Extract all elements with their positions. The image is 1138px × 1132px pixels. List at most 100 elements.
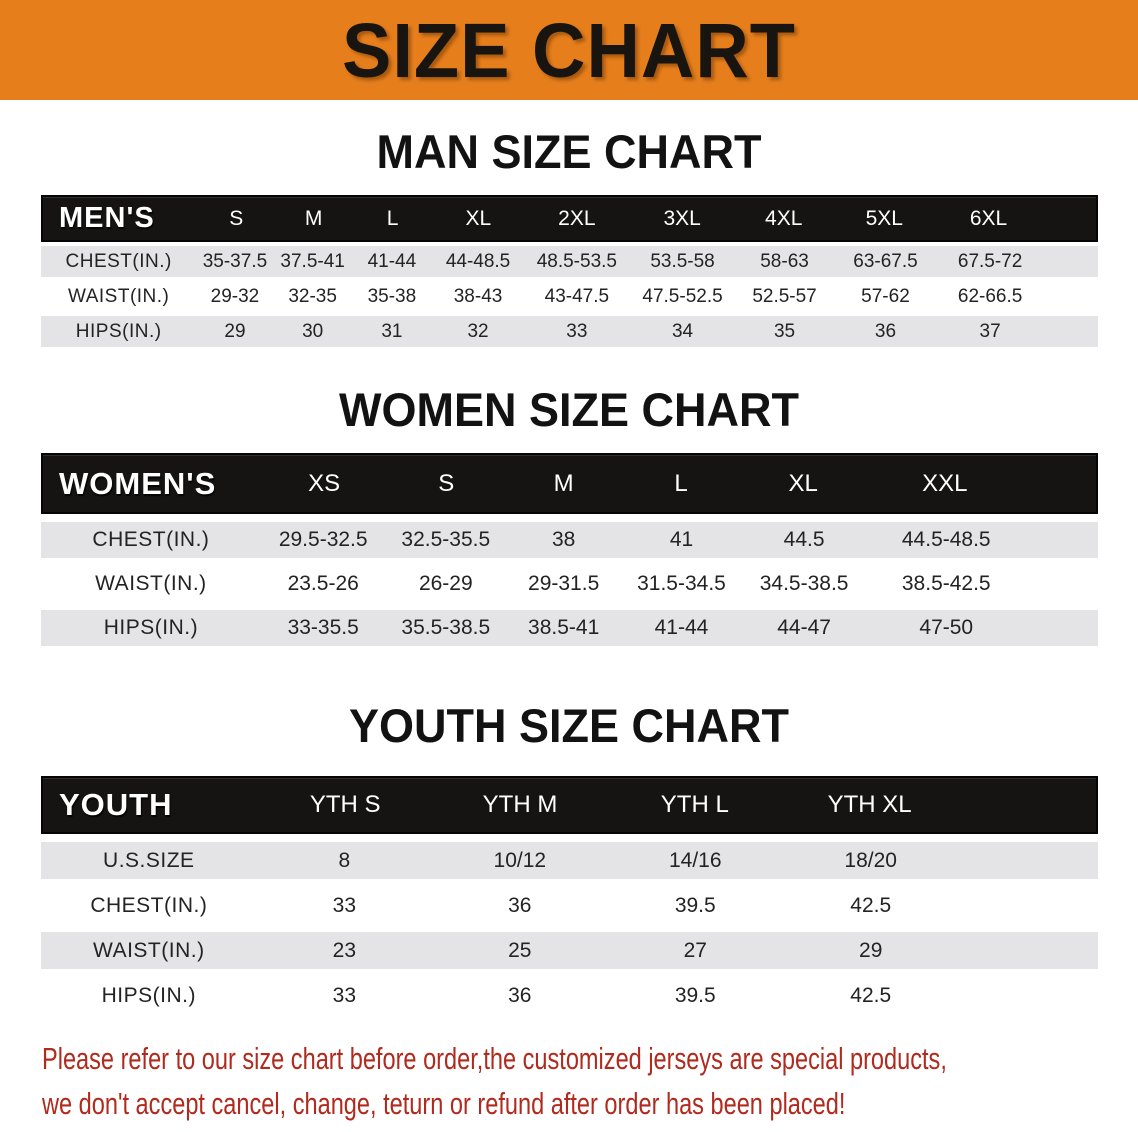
banner: SIZE CHART [0, 0, 1138, 100]
size-value-cell: 38 [551, 528, 576, 551]
size-value-cell: 38-43 [453, 285, 503, 307]
size-value-cell: 34.5-38.5 [759, 572, 849, 595]
size-column-header: M [553, 469, 574, 497]
size-value-cell: 32-35 [288, 285, 337, 307]
men-table-title: MEN'S [59, 202, 155, 234]
size-value-cell: 29 [859, 938, 883, 962]
women-size-table: WOMEN'S XS S M L XL XXL CHEST(IN.) 29.5-… [41, 453, 1098, 646]
size-value-cell: 57-62 [861, 285, 910, 307]
size-value-cell: 35-37.5 [202, 250, 268, 272]
size-value-cell: 29-32 [210, 285, 260, 307]
table-row: CHEST(IN.) 33 36 39.5 42.5 [41, 887, 1098, 924]
size-value-cell: 44.5 [783, 528, 825, 551]
size-column-header: 2XL [558, 206, 596, 230]
size-value-cell: 37.5-41 [280, 250, 345, 272]
table-row: HIPS(IN.) 33 36 39.5 42.5 [41, 977, 1098, 1014]
measurement-row-label: CHEST(IN.) [92, 528, 210, 551]
size-value-cell: 44-48.5 [445, 250, 511, 272]
size-value-cell: 32.5-35.5 [401, 528, 491, 551]
women-section-heading: WOMEN SIZE CHART [339, 382, 799, 437]
banner-title: SIZE CHART [342, 6, 796, 94]
size-value-cell: 26-29 [418, 572, 473, 595]
table-row: WAIST(IN.) 23.5-26 26-29 29-31.5 31.5-34… [41, 566, 1098, 602]
women-table-header-row: WOMEN'S XS S M L XL XXL [41, 453, 1098, 514]
women-table-title: WOMEN'S [59, 465, 217, 501]
size-value-cell: 63-67.5 [853, 250, 918, 272]
measurement-row-label: HIPS(IN.) [75, 320, 162, 342]
measurement-row-label: HIPS(IN.) [101, 983, 196, 1007]
youth-size-table: YOUTH YTH S YTH M YTH L YTH XL U.S.SIZE … [41, 776, 1098, 1014]
size-value-cell: 36 [508, 983, 532, 1007]
measurement-row-label: HIPS(IN.) [103, 616, 199, 639]
men-section-heading: MAN SIZE CHART [376, 124, 762, 179]
size-column-header: YTH S [309, 791, 381, 818]
size-value-cell: 67.5-72 [957, 250, 1023, 272]
size-value-cell: 62-66.5 [957, 285, 1023, 307]
size-value-cell: 47.5-52.5 [642, 285, 723, 307]
size-value-cell: 42.5 [850, 893, 892, 917]
size-column-header: S [229, 206, 244, 230]
table-row: HIPS(IN.) 29 30 31 32 33 34 35 36 37 [41, 316, 1098, 347]
size-value-cell: 14/16 [668, 848, 722, 872]
size-column-header: L [386, 206, 399, 230]
size-value-cell: 31.5-34.5 [637, 572, 726, 595]
size-value-cell: 33 [566, 320, 588, 342]
youth-table-header-row: YOUTH YTH S YTH M YTH L YTH XL [41, 776, 1098, 834]
size-value-cell: 23.5-26 [287, 572, 359, 595]
size-value-cell: 25 [508, 938, 532, 962]
size-column-header: L [674, 469, 688, 497]
size-value-cell: 36 [874, 320, 897, 342]
size-value-cell: 38.5-41 [528, 616, 600, 639]
size-value-cell: 29 [224, 320, 246, 342]
size-value-cell: 43-47.5 [544, 285, 610, 307]
size-column-header: 6XL [969, 206, 1008, 230]
size-value-cell: 44-47 [777, 616, 831, 639]
youth-section-heading: YOUTH SIZE CHART [348, 698, 789, 753]
measurement-row-label: CHEST(IN.) [90, 893, 208, 917]
size-value-cell: 33 [332, 893, 357, 917]
size-value-cell: 41-44 [367, 250, 417, 272]
men-size-table: MEN'S S M L XL 2XL 3XL 4XL 5XL 6XL CHEST… [41, 195, 1098, 347]
measurement-row-label: WAIST(IN.) [93, 938, 205, 962]
size-value-cell: 36 [508, 893, 532, 917]
size-value-cell: 30 [302, 320, 324, 342]
size-value-cell: 23 [332, 938, 357, 962]
size-column-header: 3XL [663, 206, 701, 230]
size-value-cell: 53.5-58 [650, 250, 715, 272]
men-table-header-row: MEN'S S M L XL 2XL 3XL 4XL 5XL 6XL [41, 195, 1098, 242]
size-value-cell: 41 [669, 528, 694, 551]
table-row: WAIST(IN.) 29-32 32-35 35-38 38-43 43-47… [41, 281, 1098, 312]
measurement-row-label: U.S.SIZE [103, 848, 195, 872]
size-value-cell: 38.5-42.5 [901, 572, 991, 595]
size-column-header: YTH L [660, 791, 729, 818]
size-value-cell: 10/12 [493, 848, 547, 872]
size-value-cell: 18/20 [844, 848, 897, 872]
size-value-cell: 42.5 [850, 983, 892, 1007]
size-value-cell: 27 [683, 938, 707, 962]
size-column-header: M [304, 206, 323, 230]
size-column-header: 4XL [765, 206, 803, 230]
disclaimer-note: Please refer to our size chart before or… [0, 1036, 1138, 1126]
size-column-header: XXL [922, 469, 968, 497]
size-value-cell: 44.5-48.5 [901, 528, 991, 551]
size-value-cell: 47-50 [919, 616, 974, 639]
size-value-cell: 39.5 [674, 893, 716, 917]
size-value-cell: 32 [467, 320, 489, 342]
size-value-cell: 29-31.5 [528, 572, 600, 595]
size-value-cell: 35-38 [367, 285, 417, 307]
table-row: CHEST(IN.) 35-37.5 37.5-41 41-44 44-48.5… [41, 246, 1098, 277]
size-column-header: XL [465, 206, 492, 230]
size-value-cell: 39.5 [674, 983, 716, 1007]
size-column-header: YTH M [482, 791, 558, 818]
size-column-header: S [438, 469, 455, 497]
size-value-cell: 35.5-38.5 [401, 616, 491, 639]
measurement-row-label: CHEST(IN.) [65, 250, 172, 272]
youth-table-title: YOUTH [59, 787, 173, 822]
size-column-header: YTH XL [827, 791, 912, 818]
table-row: CHEST(IN.) 29.5-32.5 32.5-35.5 38 41 44.… [41, 522, 1098, 558]
size-value-cell: 52.5-57 [752, 285, 817, 307]
size-value-cell: 31 [381, 320, 403, 342]
size-value-cell: 33 [332, 983, 357, 1007]
measurement-row-label: WAIST(IN.) [67, 285, 170, 307]
